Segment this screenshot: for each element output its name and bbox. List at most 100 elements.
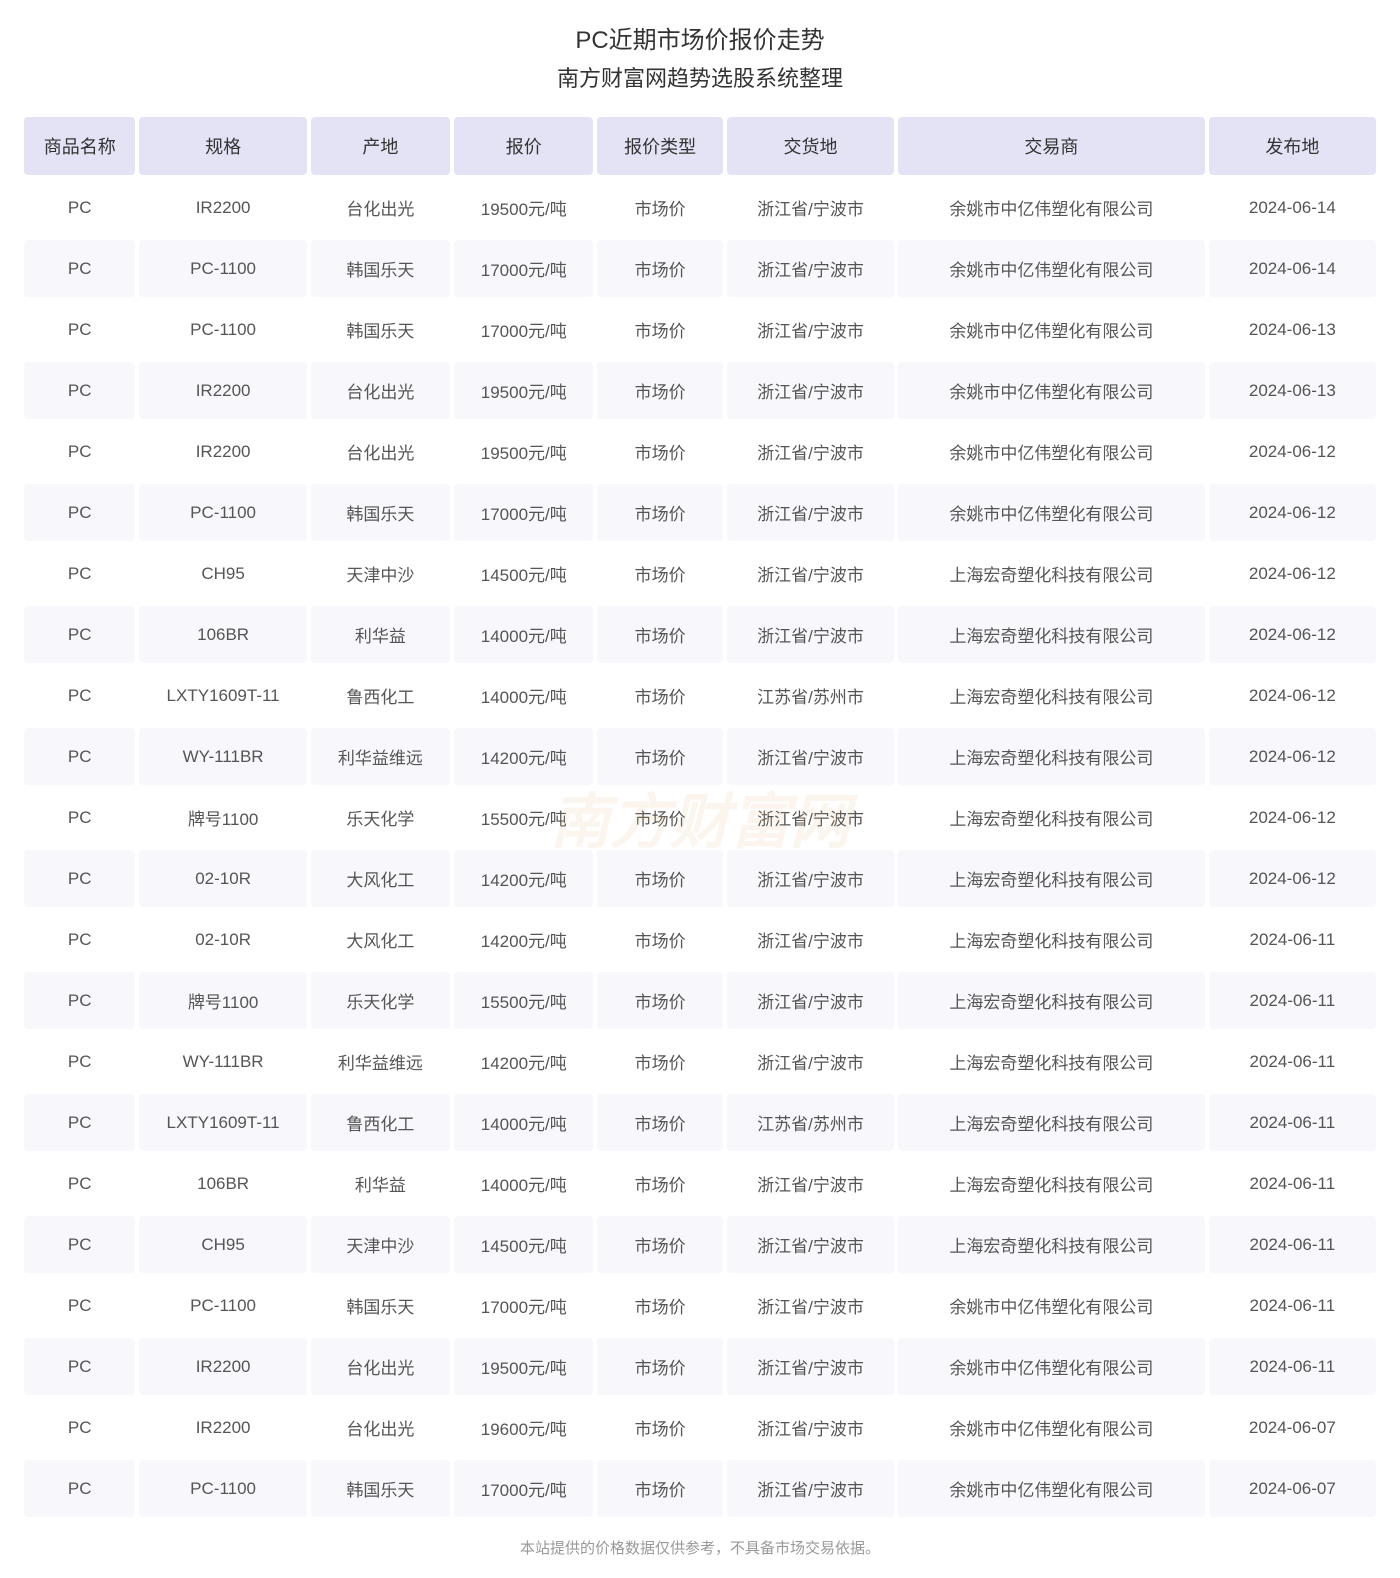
table-cell: 17000元/吨	[454, 1460, 593, 1517]
table-cell: 2024-06-12	[1209, 850, 1376, 907]
table-cell: PC	[24, 484, 135, 541]
table-cell: 乐天化学	[311, 972, 450, 1029]
table-cell: 浙江省/宁波市	[727, 362, 894, 419]
table-cell: 2024-06-13	[1209, 301, 1376, 358]
table-cell: 浙江省/宁波市	[727, 911, 894, 968]
table-cell: 台化出光	[311, 1399, 450, 1456]
table-cell: 浙江省/宁波市	[727, 1277, 894, 1334]
table-row: PCLXTY1609T-11鲁西化工14000元/吨市场价江苏省/苏州市上海宏奇…	[24, 1094, 1376, 1151]
table-cell: 14200元/吨	[454, 1033, 593, 1090]
table-cell: 浙江省/宁波市	[727, 179, 894, 236]
table-cell: PC-1100	[139, 301, 306, 358]
table-cell: 市场价	[597, 1094, 722, 1151]
table-cell: 15500元/吨	[454, 789, 593, 846]
table-cell: PC-1100	[139, 240, 306, 297]
table-cell: 2024-06-12	[1209, 545, 1376, 602]
table-cell: 韩国乐天	[311, 1460, 450, 1517]
table-cell: 上海宏奇塑化科技有限公司	[898, 1033, 1205, 1090]
table-row: PCWY-111BR利华益维远14200元/吨市场价浙江省/宁波市上海宏奇塑化科…	[24, 728, 1376, 785]
table-cell: 市场价	[597, 240, 722, 297]
table-cell: 2024-06-11	[1209, 1338, 1376, 1395]
table-cell: 14000元/吨	[454, 1155, 593, 1212]
table-row: PCPC-1100韩国乐天17000元/吨市场价浙江省/宁波市余姚市中亿伟塑化有…	[24, 484, 1376, 541]
table-cell: IR2200	[139, 179, 306, 236]
page-subtitle: 南方财富网趋势选股系统整理	[20, 61, 1380, 93]
table-cell: 市场价	[597, 179, 722, 236]
table-wrapper: 南方财富网 商品名称 规格 产地 报价 报价类型 交货地 交易商 发布地 PCI…	[20, 113, 1380, 1521]
table-cell: 浙江省/宁波市	[727, 789, 894, 846]
table-cell: 2024-06-11	[1209, 1216, 1376, 1273]
table-cell: 2024-06-11	[1209, 1094, 1376, 1151]
table-cell: PC	[24, 972, 135, 1029]
table-cell: 2024-06-11	[1209, 972, 1376, 1029]
table-cell: PC	[24, 1338, 135, 1395]
table-cell: 鲁西化工	[311, 1094, 450, 1151]
table-cell: 余姚市中亿伟塑化有限公司	[898, 1460, 1205, 1517]
table-cell: 韩国乐天	[311, 484, 450, 541]
table-cell: 利华益维远	[311, 728, 450, 785]
table-cell: 上海宏奇塑化科技有限公司	[898, 789, 1205, 846]
table-cell: 余姚市中亿伟塑化有限公司	[898, 423, 1205, 480]
table-cell: 浙江省/宁波市	[727, 1338, 894, 1395]
table-cell: PC	[24, 423, 135, 480]
table-cell: PC	[24, 850, 135, 907]
table-row: PCPC-1100韩国乐天17000元/吨市场价浙江省/宁波市余姚市中亿伟塑化有…	[24, 1277, 1376, 1334]
table-cell: 浙江省/宁波市	[727, 1399, 894, 1456]
table-cell: 浙江省/宁波市	[727, 240, 894, 297]
table-cell: 2024-06-12	[1209, 789, 1376, 846]
table-cell: 上海宏奇塑化科技有限公司	[898, 1216, 1205, 1273]
table-cell: 天津中沙	[311, 1216, 450, 1273]
table-cell: 浙江省/宁波市	[727, 1460, 894, 1517]
table-cell: 天津中沙	[311, 545, 450, 602]
table-cell: PC	[24, 301, 135, 358]
table-cell: 大风化工	[311, 850, 450, 907]
table-cell: PC	[24, 362, 135, 419]
col-header-name: 商品名称	[24, 117, 135, 175]
table-cell: 浙江省/宁波市	[727, 545, 894, 602]
table-cell: 市场价	[597, 1277, 722, 1334]
table-cell: 19500元/吨	[454, 362, 593, 419]
table-cell: 19500元/吨	[454, 179, 593, 236]
table-cell: 2024-06-12	[1209, 423, 1376, 480]
table-cell: PC	[24, 545, 135, 602]
table-cell: PC-1100	[139, 1460, 306, 1517]
table-cell: 上海宏奇塑化科技有限公司	[898, 1094, 1205, 1151]
table-cell: 2024-06-12	[1209, 667, 1376, 724]
table-row: PC02-10R大风化工14200元/吨市场价浙江省/宁波市上海宏奇塑化科技有限…	[24, 850, 1376, 907]
table-cell: 14500元/吨	[454, 545, 593, 602]
table-cell: 浙江省/宁波市	[727, 1033, 894, 1090]
table-cell: 台化出光	[311, 1338, 450, 1395]
table-cell: 17000元/吨	[454, 240, 593, 297]
table-cell: PC	[24, 728, 135, 785]
table-row: PCLXTY1609T-11鲁西化工14000元/吨市场价江苏省/苏州市上海宏奇…	[24, 667, 1376, 724]
table-cell: PC	[24, 1277, 135, 1334]
table-cell: 余姚市中亿伟塑化有限公司	[898, 1277, 1205, 1334]
table-cell: PC	[24, 179, 135, 236]
table-cell: 利华益维远	[311, 1033, 450, 1090]
table-cell: 2024-06-14	[1209, 240, 1376, 297]
table-cell: 2024-06-12	[1209, 484, 1376, 541]
table-row: PC106BR利华益14000元/吨市场价浙江省/宁波市上海宏奇塑化科技有限公司…	[24, 606, 1376, 663]
table-row: PC牌号1100乐天化学15500元/吨市场价浙江省/宁波市上海宏奇塑化科技有限…	[24, 972, 1376, 1029]
table-cell: 浙江省/宁波市	[727, 850, 894, 907]
col-header-delivery: 交货地	[727, 117, 894, 175]
table-cell: 市场价	[597, 1399, 722, 1456]
table-cell: 浙江省/宁波市	[727, 423, 894, 480]
table-cell: PC	[24, 1399, 135, 1456]
table-row: PCCH95天津中沙14500元/吨市场价浙江省/宁波市上海宏奇塑化科技有限公司…	[24, 1216, 1376, 1273]
table-cell: 上海宏奇塑化科技有限公司	[898, 1155, 1205, 1212]
table-cell: 19500元/吨	[454, 423, 593, 480]
table-cell: PC	[24, 1155, 135, 1212]
table-cell: LXTY1609T-11	[139, 667, 306, 724]
table-cell: WY-111BR	[139, 1033, 306, 1090]
table-cell: 上海宏奇塑化科技有限公司	[898, 545, 1205, 602]
table-cell: 余姚市中亿伟塑化有限公司	[898, 179, 1205, 236]
table-cell: 19600元/吨	[454, 1399, 593, 1456]
table-cell: 市场价	[597, 1155, 722, 1212]
table-header-row: 商品名称 规格 产地 报价 报价类型 交货地 交易商 发布地	[24, 117, 1376, 175]
table-cell: 14000元/吨	[454, 667, 593, 724]
table-cell: 浙江省/宁波市	[727, 1216, 894, 1273]
table-cell: 14000元/吨	[454, 1094, 593, 1151]
table-cell: 14200元/吨	[454, 911, 593, 968]
col-header-price: 报价	[454, 117, 593, 175]
